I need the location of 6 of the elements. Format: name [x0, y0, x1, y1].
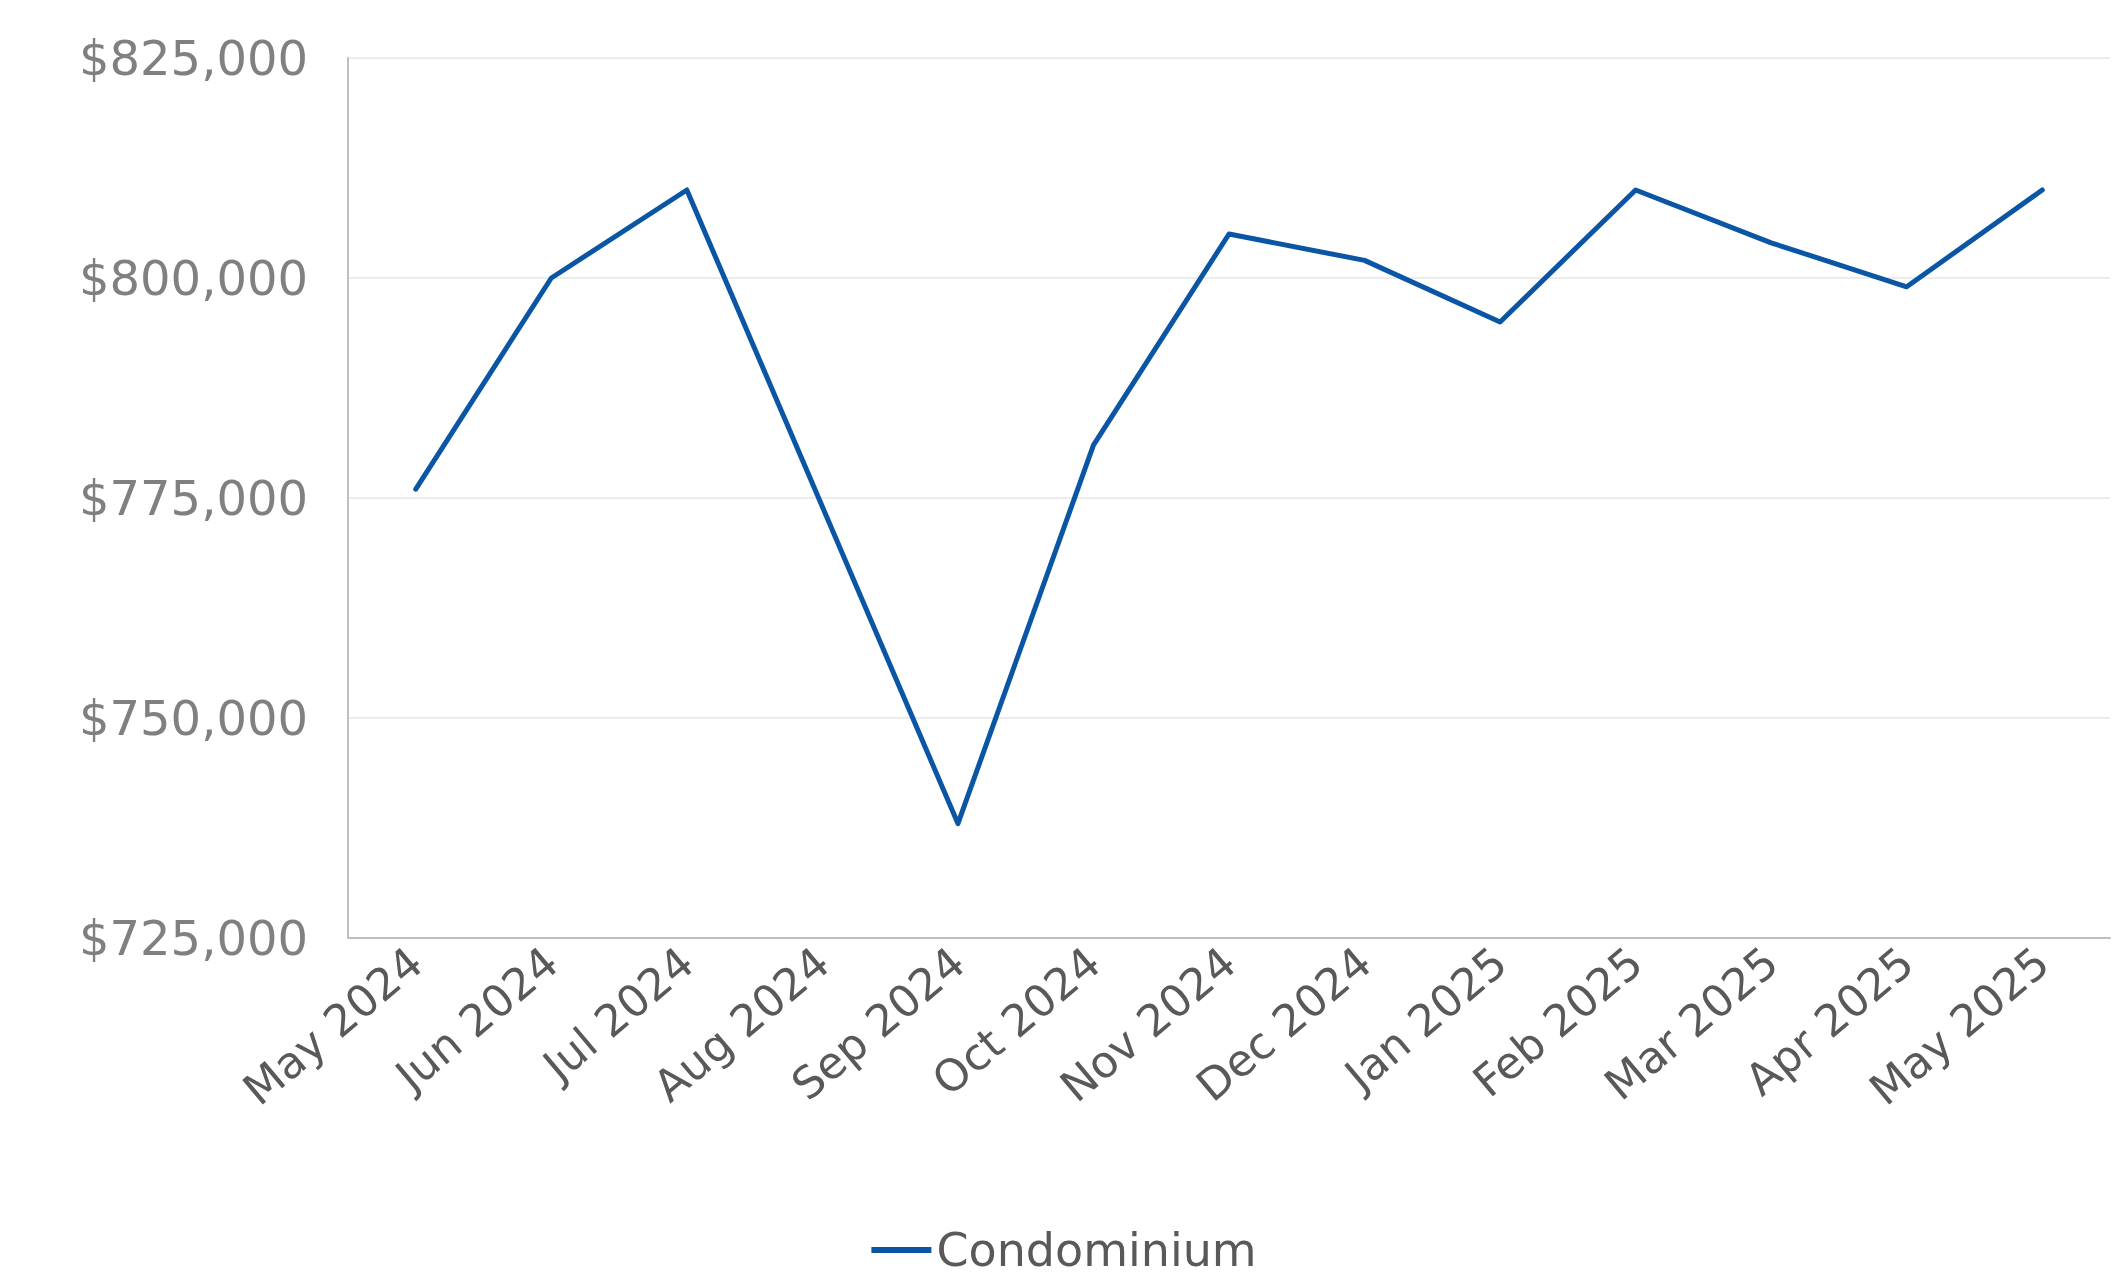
y-tick-label: $750,000 — [78, 690, 308, 746]
y-tick-label: $725,000 — [78, 910, 308, 966]
legend-label: Condominium — [936, 1223, 1257, 1277]
y-tick-label: $800,000 — [78, 250, 308, 306]
y-tick-label: $825,000 — [78, 30, 308, 86]
y-tick-label: $775,000 — [78, 470, 308, 526]
